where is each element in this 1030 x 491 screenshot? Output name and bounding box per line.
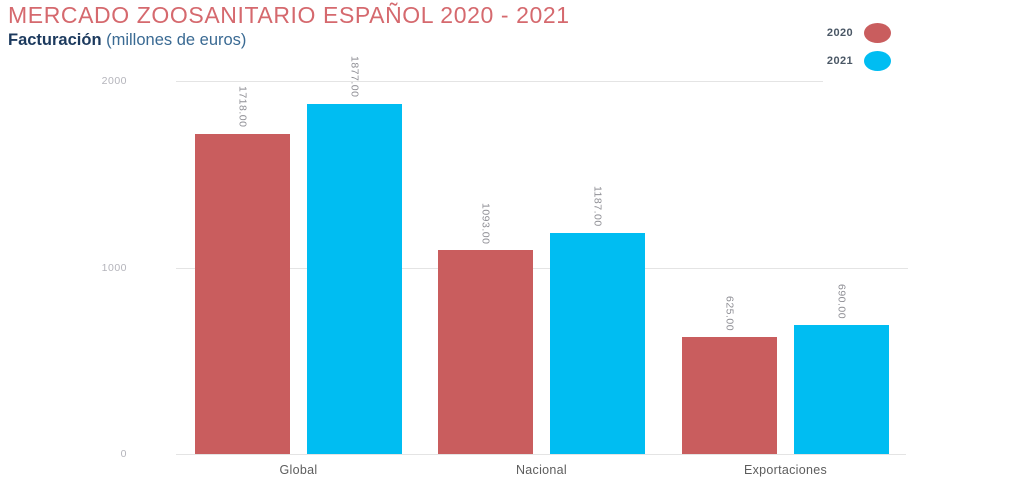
x-axis-category-label: Exportaciones	[743, 463, 828, 477]
legend-swatch-icon	[864, 51, 891, 71]
bar-2020-exportaciones[interactable]	[682, 337, 777, 454]
legend-item-2020[interactable]: 2020	[827, 23, 891, 43]
bar-value-label: 1718.00	[236, 86, 249, 128]
bar-value-label: 1187.00	[591, 185, 604, 227]
bar-2021-exportaciones[interactable]	[794, 325, 889, 454]
bar-2020-nacional[interactable]	[438, 250, 533, 454]
y-axis-tick-label: 1000	[101, 261, 127, 274]
bar-2021-nacional[interactable]	[550, 232, 645, 454]
gridline-1000	[176, 267, 908, 269]
chart-title: MERCADO ZOOSANITARIO ESPAÑOL 2020 - 2021	[8, 2, 570, 28]
legend-label: 2020	[826, 27, 853, 39]
gridline-2000	[176, 81, 823, 82]
gridline-0	[176, 454, 906, 455]
bar-2021-global[interactable]	[307, 103, 402, 454]
legend: 2020 2021	[827, 23, 891, 79]
chart-subtitle: Facturación (millones de euros)	[8, 31, 246, 50]
bar-value-label: 1093.00	[479, 202, 492, 245]
bar-value-label: 690.00	[835, 284, 848, 320]
bar-value-label: 1877.00	[348, 56, 361, 98]
legend-swatch-icon	[864, 23, 891, 43]
y-axis-tick-label: 2000	[101, 75, 127, 87]
bar-value-label: 625.00	[723, 296, 736, 332]
legend-item-2021[interactable]: 2021	[827, 51, 891, 71]
y-axis-tick-label: 0	[120, 448, 127, 460]
legend-label: 2021	[826, 55, 853, 67]
subtitle-label: Facturación	[8, 31, 102, 49]
x-axis-category-label: Global	[279, 463, 318, 477]
subtitle-units: (millones de euros)	[101, 31, 247, 49]
x-axis-category-label: Nacional	[515, 463, 568, 477]
bar-2020-global[interactable]	[195, 133, 290, 454]
